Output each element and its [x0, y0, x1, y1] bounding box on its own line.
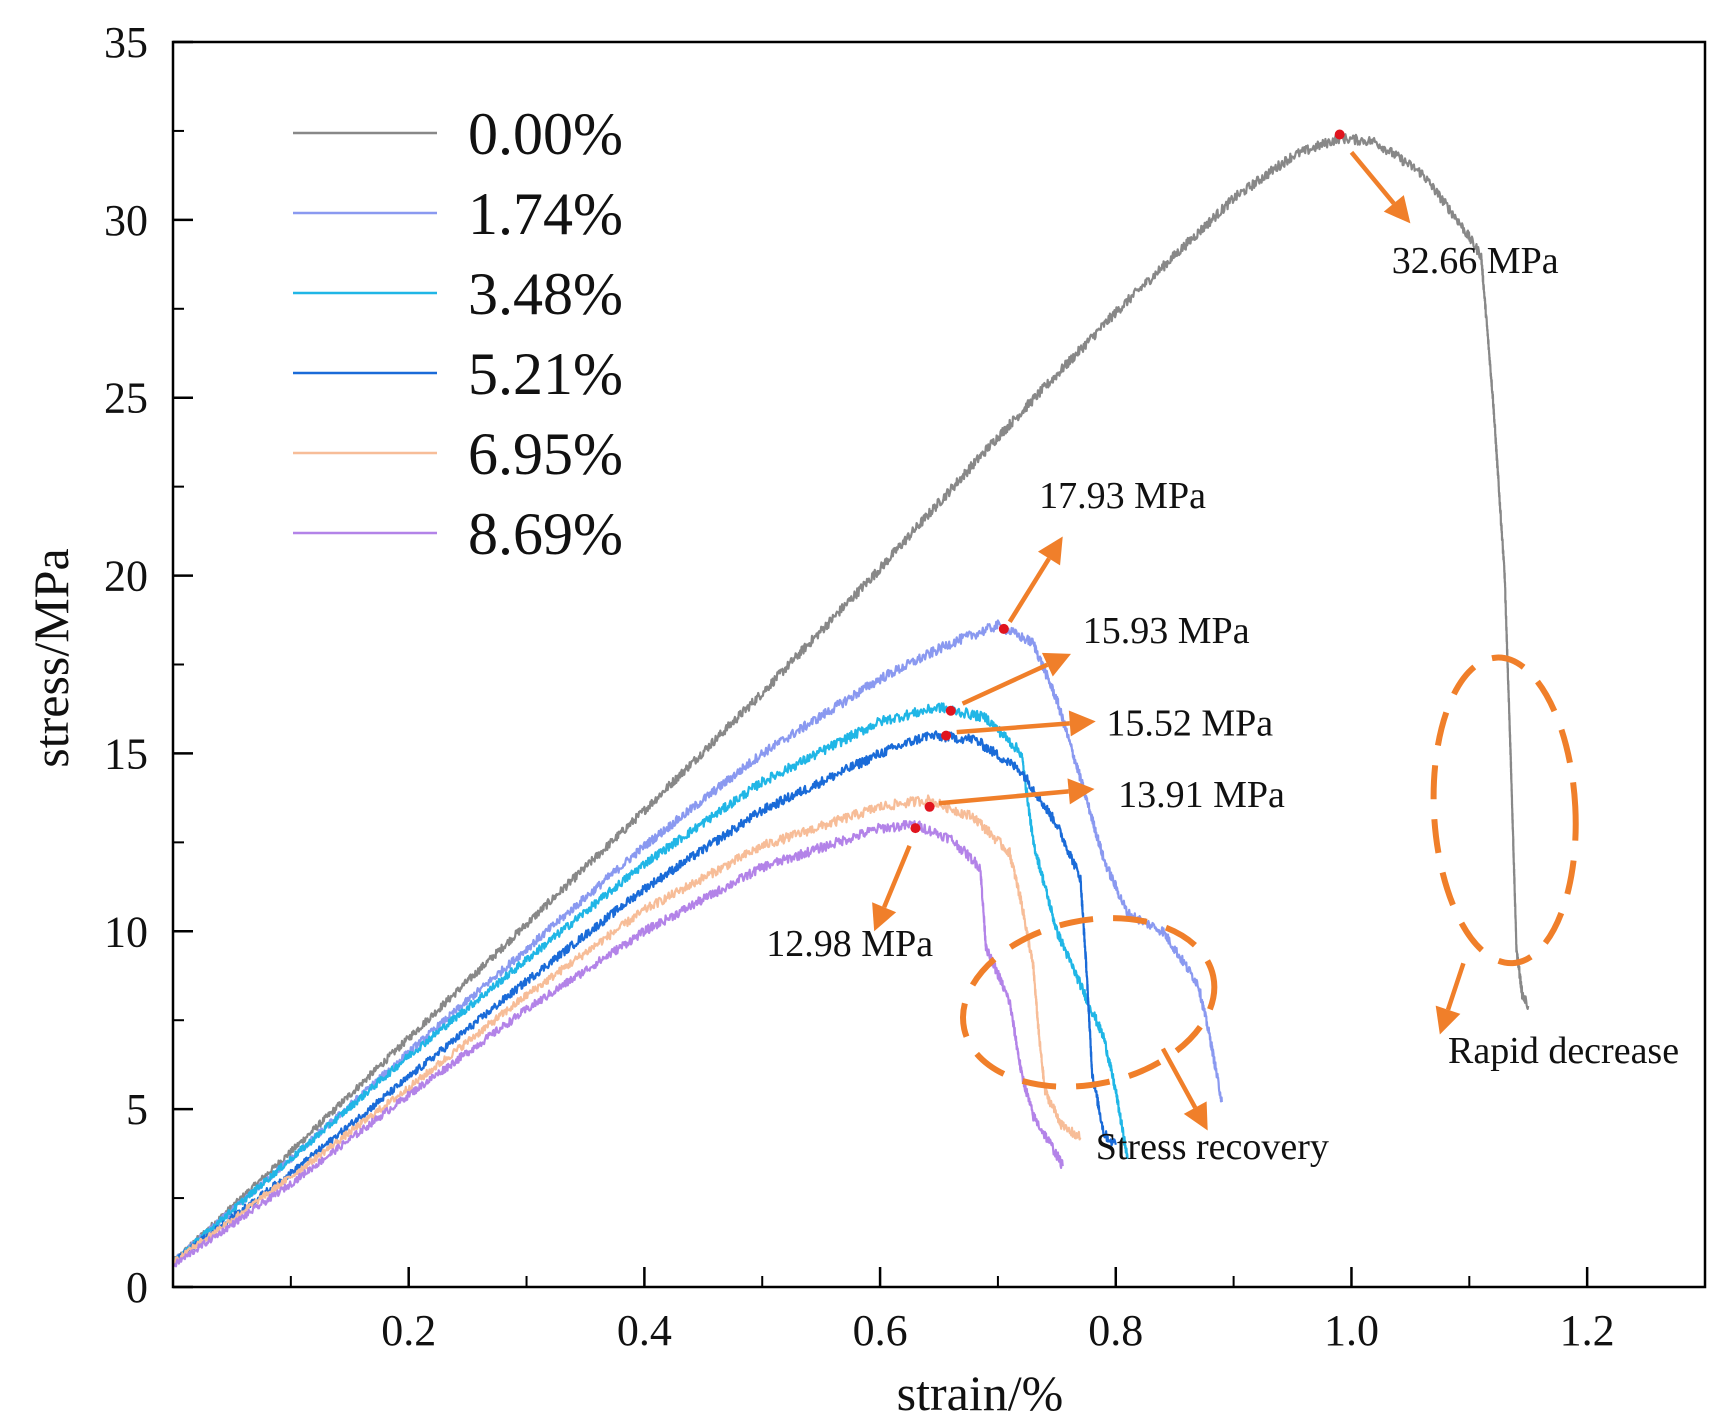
- rapid-decrease-region: [1430, 654, 1579, 967]
- y-tick-label: 20: [104, 552, 148, 601]
- legend-label: 3.48%: [468, 261, 623, 327]
- annotation-arrow-head: [1183, 1101, 1208, 1131]
- series-line-5: [172, 794, 1082, 1265]
- annotation-arrow-shaft: [1349, 150, 1396, 205]
- annotation-label: Rapid decrease: [1448, 1030, 1679, 1072]
- peak-marker: [910, 823, 921, 834]
- series-line-4: [172, 730, 1117, 1265]
- x-tick-label: 1.0: [1324, 1306, 1379, 1355]
- annotation-arrow-shaft: [882, 845, 912, 909]
- legend-label: 8.69%: [468, 501, 623, 567]
- highlight-regions: [960, 654, 1579, 1090]
- annotation-arrow-head: [1383, 195, 1411, 224]
- annotation-arrow-shaft: [1160, 1047, 1198, 1109]
- annotation-arrow-shaft: [961, 662, 1049, 706]
- annotation-arrow-shaft: [1445, 962, 1466, 1011]
- y-tick-label: 0: [126, 1263, 148, 1312]
- x-tick-label: 0.8: [1088, 1306, 1143, 1355]
- y-tick-label: 30: [104, 196, 148, 245]
- annotation-arrow-head: [1037, 536, 1063, 566]
- peak-marker: [941, 730, 952, 741]
- legend-label: 6.95%: [468, 421, 623, 487]
- x-tick-label: 1.2: [1560, 1306, 1615, 1355]
- legend-label: 1.74%: [468, 181, 623, 247]
- annotation-arrow-head: [872, 902, 897, 932]
- legend: 0.00% 1.74% 3.48% 5.21% 6.95% 8.69%: [293, 101, 623, 567]
- y-tick-label: 25: [104, 374, 148, 423]
- series-line-2: [171, 619, 1223, 1263]
- annotation-arrow-head: [1041, 652, 1071, 677]
- annotation-label: 13.91 MPa: [1118, 774, 1285, 816]
- annotation-label: 15.52 MPa: [1106, 703, 1273, 745]
- annotation-arrow-head: [1068, 710, 1096, 737]
- y-tick-label: 15: [104, 729, 148, 778]
- annotation-label: 12.98 MPa: [766, 923, 933, 965]
- annotation-arrow-shaft: [956, 721, 1070, 735]
- x-axis-title: strain/%: [897, 1365, 1064, 1421]
- legend-label: 0.00%: [468, 101, 623, 167]
- peak-marker: [998, 623, 1009, 634]
- annotation-label: Stress recovery: [1096, 1126, 1329, 1168]
- peak-marker: [945, 705, 956, 716]
- x-tick-label: 0.2: [381, 1306, 436, 1355]
- peak-marker: [1334, 129, 1345, 140]
- y-tick-label: 5: [126, 1085, 148, 1134]
- series-layer: [171, 132, 1530, 1268]
- annotation-arrow-head: [1067, 778, 1095, 805]
- series-line-6: [172, 820, 1064, 1268]
- annotation-arrow-shaft: [938, 789, 1069, 806]
- x-tick-label: 0.6: [853, 1306, 908, 1355]
- y-axis-title: stress/MPa: [23, 548, 79, 767]
- peak-marker: [924, 801, 935, 812]
- annotations: 32.66 MPa 17.93 MPa 15.93 MPa 15.52 MPa 13.9…: [766, 150, 1679, 1168]
- series-line-3: [172, 702, 1129, 1264]
- axes-layer: 0.2 0.4 0.6 0.8 1.0 1.2 0 5 10 15 20 25 30 35: [104, 18, 1707, 1355]
- annotation-label: 32.66 MPa: [1392, 240, 1559, 282]
- series-line-1: [171, 132, 1530, 1264]
- annotation-arrow-shaft: [1007, 557, 1051, 624]
- x-tick-label: 0.4: [617, 1306, 672, 1355]
- y-tick-label: 10: [104, 907, 148, 956]
- annotation-label: 17.93 MPa: [1039, 475, 1206, 517]
- stress-recovery-region: [960, 915, 1218, 1090]
- annotation-label: 15.93 MPa: [1083, 610, 1250, 652]
- y-tick-label: 35: [104, 18, 148, 67]
- legend-label: 5.21%: [468, 341, 623, 407]
- annotation-arrow-head: [1435, 1005, 1461, 1035]
- peak-markers: [910, 129, 1345, 834]
